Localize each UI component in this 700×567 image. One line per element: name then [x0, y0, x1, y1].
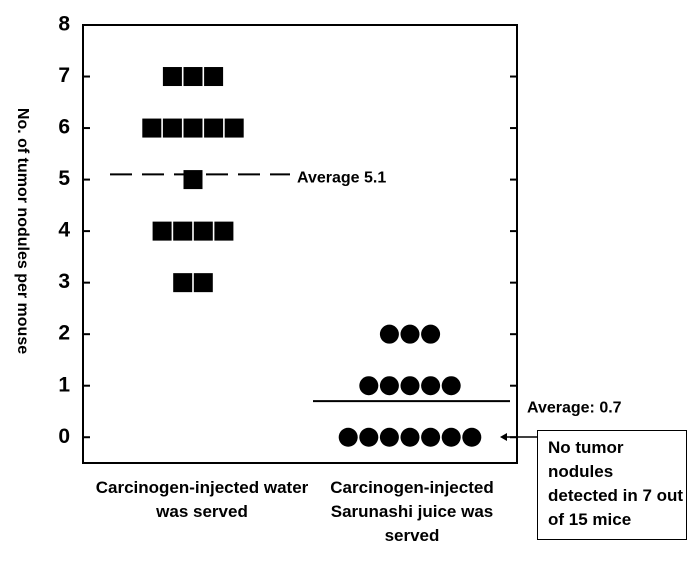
dot [441, 427, 461, 447]
dot [441, 376, 461, 396]
dot [173, 273, 193, 293]
average-label: Average: 0.7 [527, 399, 622, 416]
y-tick-label: 5 [58, 167, 70, 190]
y-tick-label: 2 [58, 322, 70, 345]
average-label: Average 5.1 [297, 170, 386, 187]
y-tick-label: 4 [58, 219, 70, 242]
x-category-label: Carcinogen-injected Sarunashi juice was … [330, 478, 494, 545]
y-tick-label: 7 [58, 64, 70, 87]
y-axis-label: No. of tumor nodules per mouse [14, 108, 31, 354]
dot [421, 324, 441, 344]
dot [400, 427, 420, 447]
dot [204, 67, 224, 87]
y-tick-label: 8 [58, 13, 70, 36]
y-tick-label: 0 [58, 425, 70, 448]
y-tick-label: 1 [58, 373, 70, 396]
dot [162, 118, 182, 138]
dot [204, 118, 224, 138]
dot [400, 324, 420, 344]
dot [359, 376, 379, 396]
dot [379, 324, 399, 344]
dot [462, 427, 482, 447]
x-category-label: Carcinogen-injected water was served [95, 478, 309, 521]
dot [142, 118, 162, 138]
dot [421, 427, 441, 447]
dot [421, 376, 441, 396]
dot [214, 221, 234, 241]
dot [193, 221, 213, 241]
dot [338, 427, 358, 447]
dot [173, 221, 193, 241]
y-tick-label: 6 [58, 116, 70, 139]
dot [183, 118, 203, 138]
dot [224, 118, 244, 138]
dot [193, 273, 213, 293]
dot [359, 427, 379, 447]
plot-frame [82, 24, 518, 464]
note-arrowhead [500, 433, 507, 441]
note-box: No tumor nodules detected in 7 out of 15… [537, 430, 687, 540]
y-tick-label: 3 [58, 270, 70, 293]
dot [400, 376, 420, 396]
dot [152, 221, 172, 241]
dot [162, 67, 182, 87]
dot [183, 170, 203, 190]
dot [379, 427, 399, 447]
dot [183, 67, 203, 87]
dot [379, 376, 399, 396]
